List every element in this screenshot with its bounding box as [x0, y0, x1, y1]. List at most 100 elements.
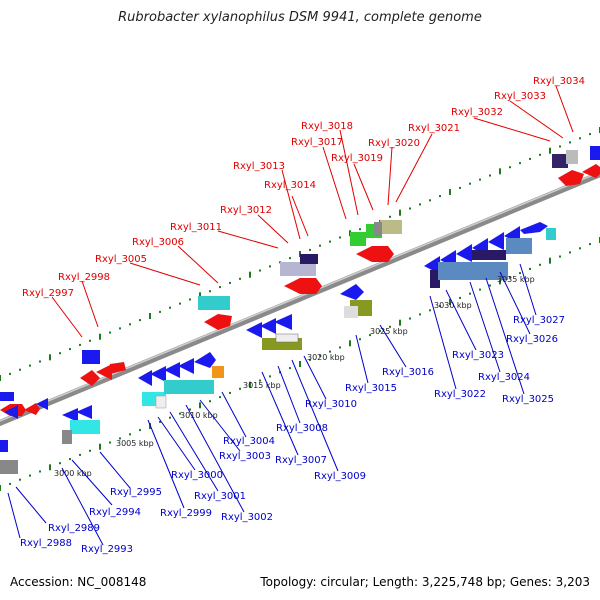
gene-arrow[interactable] — [204, 314, 232, 330]
gene-label[interactable]: Rxyl_3033 — [494, 91, 546, 102]
minor-tick — [29, 474, 31, 477]
minor-tick — [339, 236, 341, 239]
gene-label[interactable]: Rxyl_3022 — [434, 389, 486, 400]
major-tick — [549, 257, 551, 264]
gene-block — [344, 306, 358, 318]
minor-tick — [69, 348, 71, 351]
gene-arrow[interactable] — [82, 350, 100, 364]
minor-tick — [579, 137, 581, 140]
minor-tick — [159, 420, 161, 423]
gene-arrow[interactable] — [164, 362, 180, 378]
gene-arrow[interactable] — [284, 278, 322, 294]
gene-arrow[interactable] — [274, 314, 292, 330]
gene-label[interactable]: Rxyl_3034 — [533, 76, 585, 87]
gene-label[interactable]: Rxyl_3011 — [170, 222, 222, 233]
gene-label[interactable]: Rxyl_3001 — [194, 491, 246, 502]
gene-label[interactable]: Rxyl_2989 — [48, 523, 100, 534]
minor-tick — [269, 375, 271, 378]
gene-arrow[interactable] — [150, 366, 166, 382]
gene-label[interactable]: Rxyl_3003 — [219, 451, 271, 462]
label-leaders-minus — [7, 263, 537, 546]
gene-label[interactable]: Rxyl_3019 — [331, 153, 383, 164]
gene-arrow[interactable] — [260, 318, 276, 334]
gene-block — [430, 270, 440, 288]
minor-tick — [439, 305, 441, 308]
gene-label[interactable]: Rxyl_2999 — [160, 508, 212, 519]
gene-arrow[interactable] — [76, 405, 92, 419]
gene-label[interactable]: Rxyl_3009 — [314, 471, 366, 482]
gene-arrow[interactable] — [4, 405, 18, 419]
gene-arrow[interactable] — [194, 352, 216, 368]
gene-label[interactable]: Rxyl_3004 — [223, 436, 275, 447]
gene-arrow[interactable] — [582, 164, 600, 178]
gene-arrow[interactable] — [96, 364, 112, 380]
gene-label[interactable]: Rxyl_3016 — [382, 367, 434, 378]
gene-arrow[interactable] — [0, 440, 8, 452]
gene-arrow[interactable] — [24, 403, 40, 415]
gene-label[interactable]: Rxyl_2995 — [110, 487, 162, 498]
gene-arrow[interactable] — [590, 146, 600, 160]
gene-arrow[interactable] — [178, 358, 194, 374]
gene-label[interactable]: Rxyl_3002 — [221, 512, 273, 523]
kbp-label: 3005 kbp — [116, 439, 154, 448]
gene-arrow[interactable] — [456, 244, 472, 262]
gene-label[interactable]: Rxyl_3008 — [276, 423, 328, 434]
gene-label[interactable]: Rxyl_3018 — [301, 121, 353, 132]
minor-tick — [129, 323, 131, 326]
minor-tick — [519, 162, 521, 165]
gene-label[interactable]: Rxyl_3025 — [502, 394, 554, 405]
minor-tick — [59, 462, 61, 465]
gene-label[interactable]: Rxyl_2988 — [20, 538, 72, 549]
minor-tick — [79, 453, 81, 456]
gene-label[interactable]: Rxyl_2998 — [58, 272, 110, 283]
gene-label[interactable]: Rxyl_3010 — [305, 399, 357, 410]
gene-arrow[interactable] — [36, 398, 48, 410]
gene-label[interactable]: Rxyl_3007 — [275, 455, 327, 466]
major-tick — [149, 313, 151, 319]
gene-arrow[interactable] — [138, 370, 152, 386]
minor-tick — [479, 178, 481, 181]
gene-arrow[interactable] — [424, 256, 440, 274]
minor-tick — [529, 267, 531, 270]
kbp-scale: 3000 kbp 3005 kbp 3010 kbp 3015 kbp 3020… — [54, 275, 535, 478]
gene-arrow[interactable] — [340, 284, 364, 300]
gene-arrow[interactable] — [488, 232, 504, 250]
minor-tick — [329, 240, 331, 243]
minor-tick — [329, 350, 331, 353]
minor-tick — [169, 306, 171, 309]
gene-arrow[interactable] — [62, 408, 78, 422]
gene-label[interactable]: Rxyl_3005 — [95, 254, 147, 265]
gene-arrow[interactable] — [558, 170, 584, 186]
gene-label[interactable]: Rxyl_3026 — [506, 334, 558, 345]
gene-arrow[interactable] — [356, 246, 394, 262]
minor-tick — [509, 166, 511, 169]
major-tick — [249, 381, 251, 388]
gene-block — [164, 380, 214, 394]
minor-tick — [209, 290, 211, 293]
gene-label[interactable]: Rxyl_3013 — [233, 161, 285, 172]
gene-label[interactable]: Rxyl_3027 — [513, 315, 565, 326]
gene-label[interactable]: Rxyl_2997 — [22, 288, 74, 299]
gene-label[interactable]: Rxyl_3032 — [451, 107, 503, 118]
gene-arrow[interactable] — [110, 362, 126, 374]
gene-block — [155, 395, 167, 409]
gene-label[interactable]: Rxyl_3024 — [478, 372, 530, 383]
gene-label[interactable]: Rxyl_3000 — [171, 470, 223, 481]
gene-label[interactable]: Rxyl_3006 — [132, 237, 184, 248]
gene-block — [212, 366, 224, 378]
gene-arrow[interactable] — [0, 392, 14, 401]
gene-block — [350, 232, 366, 246]
gene-label[interactable]: Rxyl_3014 — [264, 180, 316, 191]
gene-label[interactable]: Rxyl_3012 — [220, 205, 272, 216]
gene-label[interactable]: Rxyl_3021 — [408, 123, 460, 134]
gene-label[interactable]: Rxyl_3020 — [368, 138, 420, 149]
gene-arrow[interactable] — [80, 370, 100, 386]
gene-label[interactable]: Rxyl_2993 — [81, 544, 133, 555]
gene-arrow[interactable] — [520, 222, 548, 234]
minor-tick — [259, 379, 261, 382]
gene-label[interactable]: Rxyl_3023 — [452, 350, 504, 361]
gene-label[interactable]: Rxyl_2994 — [89, 507, 141, 518]
gene-label[interactable]: Rxyl_3015 — [345, 383, 397, 394]
gene-arrow[interactable] — [246, 322, 262, 338]
gene-label[interactable]: Rxyl_3017 — [291, 137, 343, 148]
